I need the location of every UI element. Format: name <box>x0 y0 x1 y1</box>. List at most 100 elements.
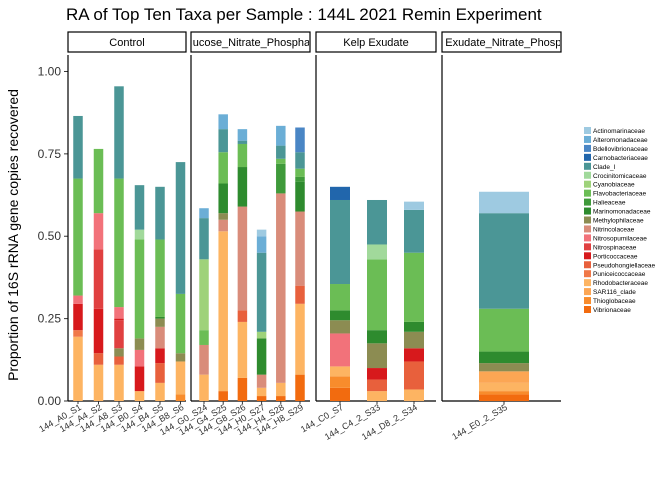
bar-segment <box>155 186 165 240</box>
bar-segment <box>237 167 248 207</box>
bar-segment <box>134 229 145 240</box>
bar-segment <box>295 211 305 286</box>
y-tick-label: 1.00 <box>38 64 62 78</box>
bar-segment <box>155 318 165 327</box>
bar-segment <box>218 114 228 130</box>
bar-segment <box>256 331 267 339</box>
bar-segment <box>237 321 248 378</box>
bar-segment <box>479 191 529 214</box>
bar-segment <box>114 320 124 349</box>
bar-segment <box>175 162 186 294</box>
bar-segment <box>155 239 165 317</box>
legend-swatch <box>584 234 591 242</box>
bar-segment <box>295 127 305 153</box>
bar-segment <box>256 396 267 401</box>
bar-segment <box>155 316 165 319</box>
bar-segment <box>479 363 529 372</box>
facet-strip-label: Glucose_Nitrate_Phosphate <box>182 37 320 49</box>
legend-label: Thioglobaceae <box>593 298 636 305</box>
bar-segment <box>73 295 83 304</box>
bar-segment <box>175 361 186 395</box>
facet-strip-label: Control <box>109 37 144 49</box>
bar-segment <box>479 213 529 309</box>
bar-segment <box>367 244 387 260</box>
bar-segment <box>330 320 350 334</box>
bar-segment <box>199 208 209 219</box>
bar-segment <box>404 389 424 401</box>
bar-segment <box>237 206 248 311</box>
bar-segment <box>276 193 286 383</box>
bar-segment <box>256 236 267 253</box>
bar-segment <box>134 349 145 367</box>
bar-segment <box>330 284 350 311</box>
legend-swatch <box>584 135 591 143</box>
bar-segment <box>175 293 186 354</box>
bar-segment <box>114 318 124 321</box>
bar-segment <box>114 307 124 319</box>
legend-swatch <box>584 180 591 188</box>
facet-strip-label: Kelp Exudate <box>343 37 408 49</box>
chart-title: RA of Top Ten Taxa per Sample : 144L 202… <box>66 5 542 24</box>
bar-segment <box>295 285 305 304</box>
facet-strip <box>315 31 437 53</box>
legend-swatch <box>584 216 591 224</box>
legend-swatch <box>584 297 591 305</box>
legend-swatch <box>584 207 591 215</box>
bar-segment <box>330 366 350 377</box>
legend-label: Puniceicoccaceae <box>593 271 646 278</box>
bar-segment <box>404 361 424 390</box>
legend-label: Halieaceae <box>593 200 626 207</box>
legend-swatch <box>584 279 591 287</box>
y-tick-label: 0.25 <box>38 312 62 326</box>
legend-label: Nitrospinaceae <box>593 244 637 251</box>
bar-segment <box>276 396 286 401</box>
bar-segment <box>479 308 529 352</box>
bar-segment <box>114 86 124 179</box>
legend-label: SAR116_clade <box>593 289 636 296</box>
legend-swatch <box>584 144 591 152</box>
bar-segment <box>155 326 165 349</box>
bar-segment <box>330 376 350 388</box>
bar-segment <box>93 213 104 250</box>
bar-segment <box>479 394 529 401</box>
bar-segment <box>73 336 83 401</box>
bar-segment <box>237 310 248 322</box>
legend-swatch <box>584 270 591 278</box>
bar-segment <box>237 129 248 141</box>
bar-segment <box>367 391 387 401</box>
bar-segment <box>479 391 529 395</box>
bar-segment <box>73 115 83 179</box>
legend-swatch <box>584 252 591 260</box>
bar-segment <box>73 330 83 337</box>
facet-strip <box>67 31 187 53</box>
bar-segment <box>114 348 124 357</box>
bar-segment <box>114 356 124 365</box>
bar-segment <box>256 338 267 375</box>
legend-label: Nitrosopumilaceae <box>593 235 647 242</box>
legend-swatch <box>584 189 591 197</box>
bar-segment <box>218 219 228 232</box>
bar-segment <box>367 379 387 392</box>
x-tick-label: 144_E0_2_S35 <box>450 402 509 442</box>
legend-label: Crocinitomicaceae <box>593 173 647 180</box>
legend-label: Actinomarinaceae <box>593 128 645 135</box>
bar-segment <box>114 364 124 401</box>
bar-segment <box>479 351 529 364</box>
bar-segment <box>237 140 248 144</box>
legend-swatch <box>584 225 591 233</box>
legend-swatch <box>584 261 591 269</box>
bar-segment <box>134 185 145 230</box>
bar-segment <box>256 374 267 388</box>
bar-segment <box>404 209 424 253</box>
bar-segment <box>134 338 145 350</box>
bar-segment <box>295 152 305 169</box>
bar-segment <box>155 348 165 364</box>
bar-segment <box>404 201 424 210</box>
bar-segment <box>404 252 424 322</box>
bar-segment <box>93 249 104 309</box>
plot-area: 0.000.250.500.751.00Control144_A0_S1144_… <box>37 31 562 442</box>
legend-swatch <box>584 171 591 179</box>
legend-label: Methylophilaceae <box>593 218 644 225</box>
bar-segment <box>218 183 228 214</box>
legend-label: Alteromonadaceae <box>593 137 648 144</box>
